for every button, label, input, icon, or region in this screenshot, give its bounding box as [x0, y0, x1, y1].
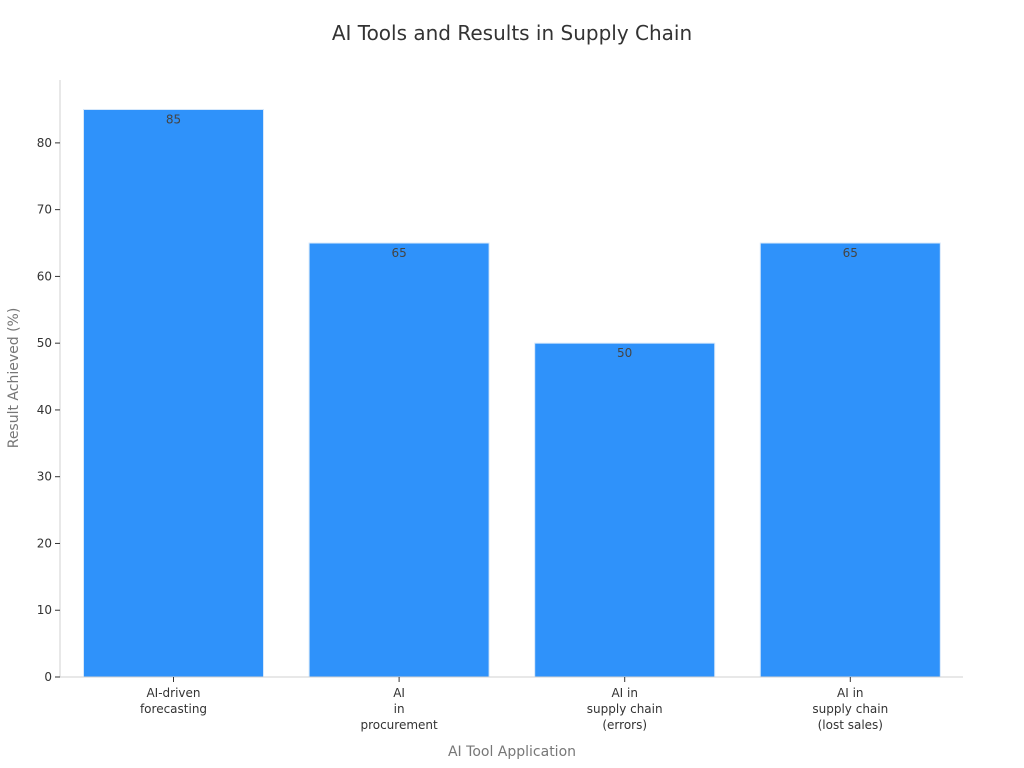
y-tick-label: 60	[37, 269, 52, 283]
x-axis-title: AI Tool Application	[448, 744, 576, 760]
data-labels-layer: 85 65 50 65	[166, 112, 858, 360]
y-tick-label: 80	[37, 136, 52, 150]
bar-3	[534, 342, 716, 678]
x-tick-label: AI in procurement	[360, 686, 438, 732]
y-tick-label: 30	[37, 470, 52, 484]
y-tick-label: 70	[37, 203, 52, 217]
y-axis-ticks: 0 10 20 30 40 50 60 70 80	[37, 136, 60, 684]
bar-value-label: 50	[617, 346, 632, 360]
y-tick-label: 50	[37, 336, 52, 350]
x-tick-label: AI in supply chain (lost sales)	[812, 686, 888, 732]
y-axis-title: Result Achieved (%)	[6, 308, 22, 449]
bar-value-label: 85	[166, 112, 181, 126]
bar-2	[308, 242, 490, 678]
bar-value-label: 65	[843, 246, 858, 260]
bars-layer	[83, 108, 941, 678]
y-tick-label: 0	[44, 670, 52, 684]
bar-4	[759, 242, 941, 678]
y-tick-label: 40	[37, 403, 52, 417]
y-tick-label: 20	[37, 536, 52, 550]
y-tick-label: 10	[37, 603, 52, 617]
x-tick-label: AI-driven forecasting	[140, 686, 207, 716]
x-tick-label: AI in supply chain (errors)	[587, 686, 663, 732]
x-axis-ticks: AI-driven forecasting AI in procurement AI in…	[140, 677, 888, 732]
bar-1	[83, 108, 264, 678]
bar-value-label: 65	[391, 246, 406, 260]
chart-title: AI Tools and Results in Supply Chain	[332, 21, 692, 45]
